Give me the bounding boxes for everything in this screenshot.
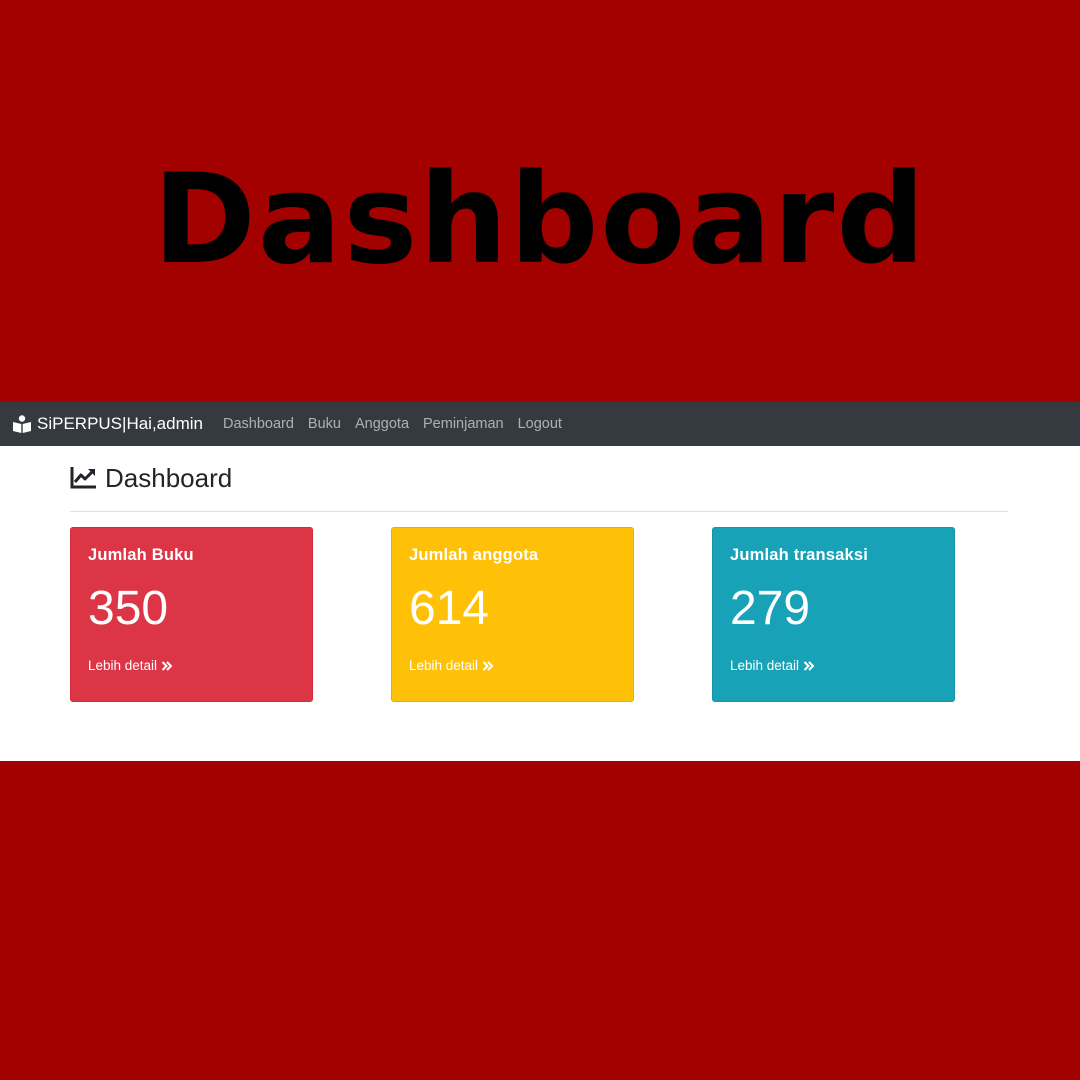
detail-link-label: Lebih detail [88, 658, 158, 673]
card-title: Jumlah transaksi [730, 546, 869, 564]
nav-peminjaman[interactable]: Peminjaman [423, 416, 504, 432]
nav-anggota[interactable]: Anggota [354, 416, 410, 432]
app-screenshot: SiPERPUS|Hai,admin Dashboard Buku Anggot… [0, 402, 1080, 761]
card-title: Jumlah Buku [88, 546, 194, 564]
angle-double-right-icon [803, 660, 815, 671]
detail-link-label: Lebih detail [730, 658, 800, 673]
navbar-brand[interactable]: SiPERPUS|Hai,admin [12, 414, 203, 434]
card-value: 350 [88, 582, 169, 635]
detail-link-anggota[interactable]: Lebih detail [409, 658, 616, 673]
stat-cards: Jumlah Buku 350 Lebih detail Jumlah angg… [70, 512, 1008, 702]
card-jumlah-buku: Jumlah Buku 350 Lebih detail [70, 527, 313, 702]
navbar: SiPERPUS|Hai,admin Dashboard Buku Anggot… [0, 402, 1080, 446]
main-content: Dashboard Jumlah Buku 350 Lebih detail J… [0, 446, 1080, 702]
nav-buku[interactable]: Buku [307, 416, 341, 432]
detail-link-buku[interactable]: Lebih detail [88, 658, 295, 673]
reader-icon [13, 415, 31, 433]
angle-double-right-icon [482, 660, 494, 671]
chart-line-icon [70, 466, 96, 488]
detail-link-transaksi[interactable]: Lebih detail [730, 658, 937, 673]
angle-double-right-icon [161, 660, 173, 671]
nav-logout[interactable]: Logout [517, 416, 562, 432]
nav-dashboard[interactable]: Dashboard [222, 416, 294, 432]
card-jumlah-transaksi: Jumlah transaksi 279 Lebih detail [712, 527, 955, 702]
page-header: Dashboard [70, 446, 1008, 512]
page-title: Dashboard [105, 463, 233, 493]
card-value: 279 [730, 582, 811, 635]
poster-title: Dashboard [152, 148, 928, 292]
detail-link-label: Lebih detail [409, 658, 479, 673]
brand-label: SiPERPUS|Hai,admin [37, 414, 203, 433]
card-value: 614 [409, 582, 490, 635]
card-title: Jumlah anggota [409, 546, 539, 564]
card-jumlah-anggota: Jumlah anggota 614 Lebih detail [391, 527, 634, 702]
